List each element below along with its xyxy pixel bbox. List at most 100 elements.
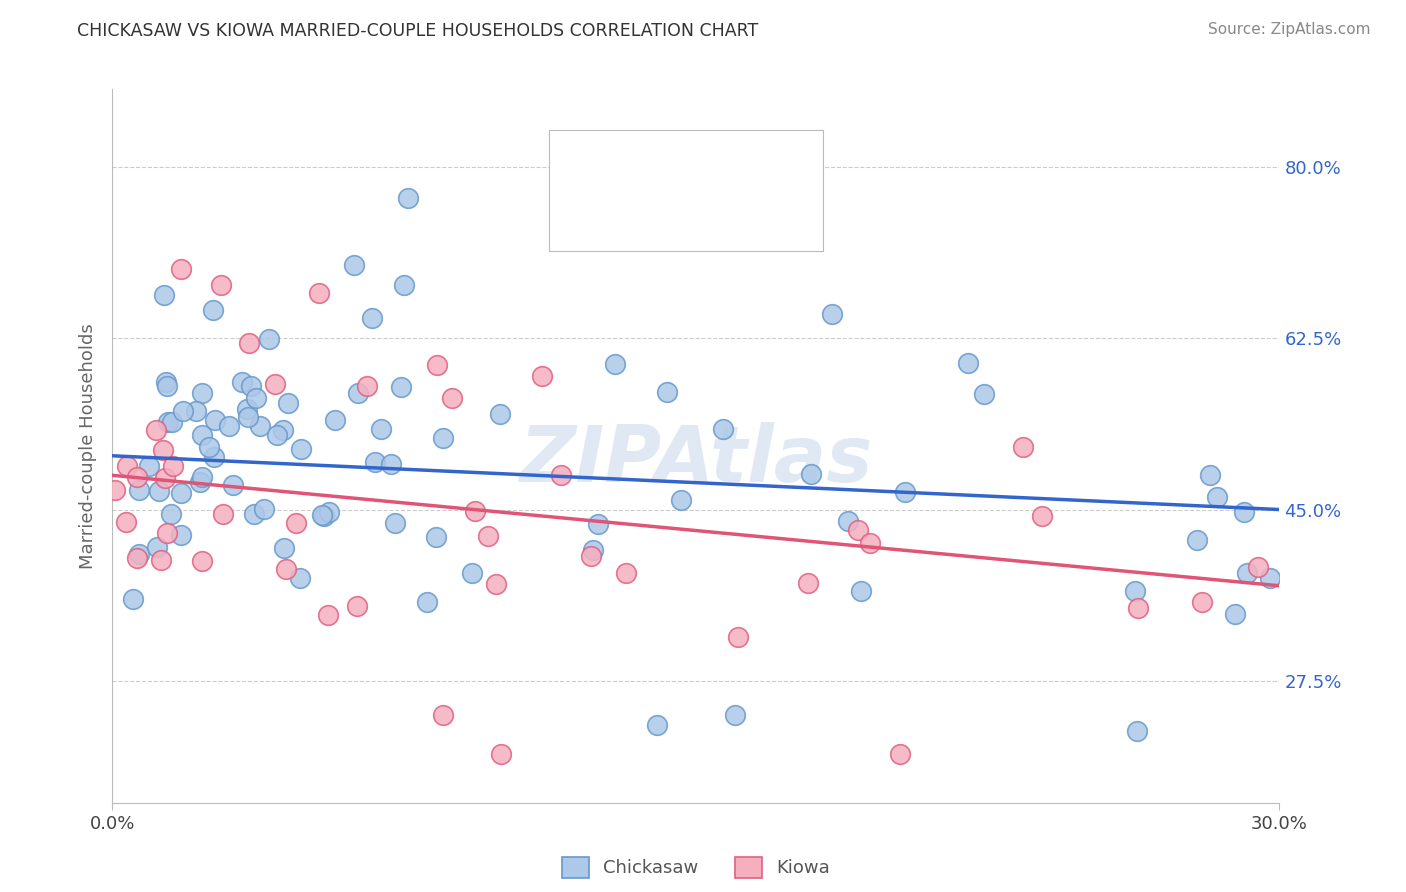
Point <box>155 375 177 389</box>
Point <box>162 458 184 473</box>
Point <box>125 469 148 483</box>
Point <box>973 387 995 401</box>
Text: N =: N = <box>725 156 762 174</box>
Point <box>614 566 637 580</box>
Point <box>370 422 392 436</box>
Point <box>846 524 869 538</box>
Point <box>579 549 602 564</box>
Point <box>202 302 225 317</box>
Point <box>347 386 370 401</box>
Point <box>238 336 260 351</box>
Point <box>127 551 149 566</box>
Point <box>274 561 297 575</box>
Text: 40: 40 <box>772 207 794 225</box>
Point <box>311 508 333 523</box>
Text: R =: R = <box>613 207 650 225</box>
Text: CHICKASAW VS KIOWA MARRIED-COUPLE HOUSEHOLDS CORRELATION CHART: CHICKASAW VS KIOWA MARRIED-COUPLE HOUSEH… <box>77 22 759 40</box>
Point <box>156 526 179 541</box>
Point <box>172 404 194 418</box>
Point <box>1125 724 1147 739</box>
Point <box>104 483 127 498</box>
Point <box>441 391 464 405</box>
Point <box>491 747 513 761</box>
Point <box>245 391 267 405</box>
Point <box>727 630 749 644</box>
Point <box>149 553 172 567</box>
Point <box>531 369 554 384</box>
Point <box>711 422 734 436</box>
Point <box>432 432 454 446</box>
Point <box>236 410 259 425</box>
FancyBboxPatch shape <box>562 199 602 235</box>
Point <box>271 423 294 437</box>
Point <box>1198 468 1220 483</box>
Point <box>485 577 508 591</box>
Point <box>288 571 311 585</box>
Text: N =: N = <box>725 207 762 225</box>
Point <box>461 566 484 580</box>
Point <box>432 707 454 722</box>
Point <box>1011 440 1033 454</box>
Point <box>184 404 207 418</box>
Point <box>380 457 402 471</box>
Point <box>464 503 486 517</box>
Point <box>121 592 143 607</box>
Point <box>277 396 299 410</box>
Point <box>391 380 413 394</box>
Point <box>284 516 307 530</box>
Point <box>128 547 150 561</box>
Point <box>218 418 240 433</box>
Text: R =: R = <box>613 156 650 174</box>
Point <box>426 358 449 372</box>
Point <box>318 505 340 519</box>
FancyBboxPatch shape <box>562 146 602 183</box>
Point <box>1128 601 1150 615</box>
Point <box>1185 533 1208 547</box>
Point <box>128 483 150 498</box>
Point <box>477 529 499 543</box>
Point <box>211 507 233 521</box>
Point <box>425 530 447 544</box>
Point <box>1236 566 1258 581</box>
Point <box>160 415 183 429</box>
Point <box>1191 595 1213 609</box>
Point <box>204 413 226 427</box>
Y-axis label: Married-couple Households: Married-couple Households <box>79 323 97 569</box>
Point <box>312 508 335 523</box>
Point <box>308 286 330 301</box>
Point <box>114 515 136 529</box>
Point <box>343 258 366 272</box>
Point <box>170 262 193 277</box>
Point <box>1123 583 1146 598</box>
Point <box>273 541 295 556</box>
Point <box>153 470 176 484</box>
Point <box>145 423 167 437</box>
Point <box>1223 607 1246 622</box>
Point <box>821 307 844 321</box>
Point <box>1031 508 1053 523</box>
Point <box>384 516 406 531</box>
Point <box>724 707 747 722</box>
Point <box>859 536 882 550</box>
Point <box>1206 491 1229 505</box>
Point <box>356 378 378 392</box>
Point <box>889 747 911 761</box>
Point <box>153 288 176 302</box>
Point <box>138 458 160 473</box>
Point <box>231 375 253 389</box>
Point <box>170 528 193 542</box>
Point <box>586 516 609 531</box>
Point <box>236 401 259 416</box>
Point <box>117 458 139 473</box>
Point <box>396 191 419 205</box>
Point <box>394 277 416 292</box>
Text: ZIPAtlas: ZIPAtlas <box>519 422 873 499</box>
Point <box>957 356 980 370</box>
Text: -0.197: -0.197 <box>658 156 717 174</box>
Point <box>797 576 820 591</box>
Point <box>1258 571 1281 585</box>
Point <box>800 467 823 481</box>
Point <box>148 484 170 499</box>
Point <box>488 407 510 421</box>
Point <box>645 717 668 731</box>
